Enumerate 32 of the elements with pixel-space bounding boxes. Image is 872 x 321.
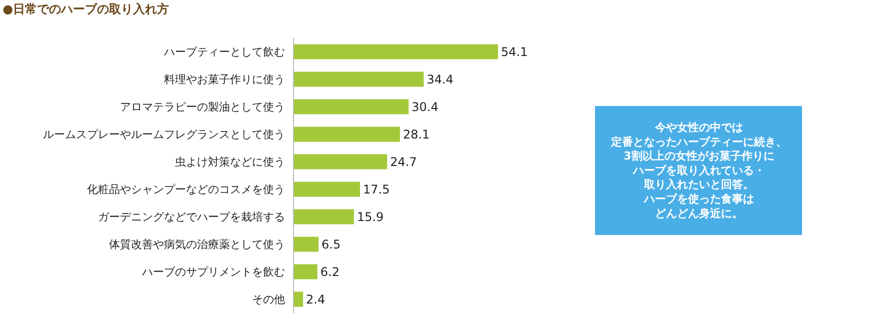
data-label: 30.4	[412, 100, 438, 114]
y-tick-label: アロマテラピーの製油として使う	[120, 100, 285, 114]
bar	[294, 182, 360, 197]
bar	[294, 236, 319, 252]
y-tick-label: 虫よけ対策などに使う	[174, 156, 285, 169]
bar	[294, 99, 409, 114]
y-tick-label: 体質改善や病気の治療薬として使う	[108, 238, 285, 252]
y-tick-label: ハーブのサプリメントを飲む	[140, 266, 285, 279]
data-label: 17.5	[362, 182, 390, 196]
y-tick-label: 料理やお菓子作りに使う	[164, 73, 285, 86]
bar	[294, 209, 354, 224]
text: 今や女性の中では定番となったハーブティーに続き、3割以上の女性がお菓子作りにハーブを取り入れている・取り入れたいと回答。ハーブを使った食事はどんどん身近に。	[610, 121, 787, 220]
bar	[294, 126, 400, 142]
y-tick-label: ルームスプレーやルームフレグランスとして使う	[42, 128, 285, 142]
bar	[294, 264, 318, 280]
bar	[294, 44, 498, 60]
bar	[294, 292, 304, 307]
data-label: 15.9	[356, 210, 384, 224]
y-tick-label: 化粧品やシャンプーなどのコスメを使う	[86, 183, 285, 196]
bar	[294, 154, 388, 170]
data-label: 6.5	[322, 237, 341, 252]
data-label: 24.7	[390, 154, 417, 169]
data-label: 28.1	[402, 127, 430, 142]
data-label: 6.2	[320, 264, 340, 279]
y-tick-label: その他	[252, 293, 285, 306]
data-label: 54.1	[501, 44, 528, 59]
bar	[294, 72, 424, 87]
text: ●日常でのハーブの取り入れ方	[2, 2, 170, 16]
data-label: 34.4	[426, 72, 454, 86]
y-tick-label: ガーデニングなどでハーブを栽培する	[98, 210, 285, 224]
y-tick-label: ハーブティーとして飲む	[162, 46, 285, 59]
data-label: 2.4	[306, 292, 326, 306]
